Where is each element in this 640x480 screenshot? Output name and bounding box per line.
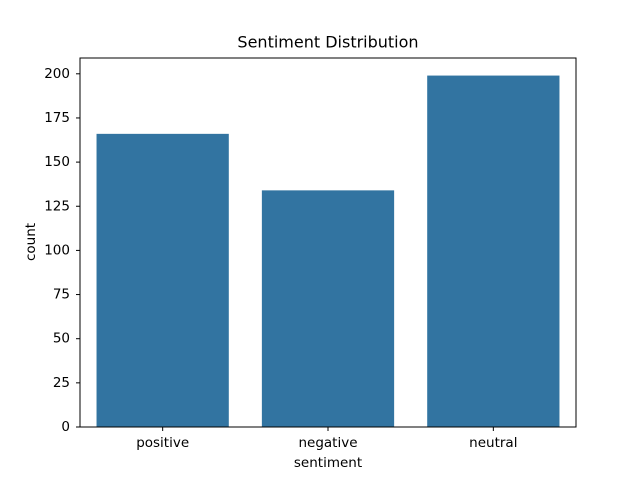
y-tick-label: 200 — [44, 66, 70, 82]
x-tick-label: neutral — [469, 435, 517, 451]
y-axis-label: count — [23, 223, 39, 261]
x-tick-label: negative — [298, 435, 357, 451]
bar — [261, 190, 395, 427]
x-tick-label: positive — [136, 435, 189, 451]
bar — [427, 75, 560, 428]
plot-frame — [79, 57, 577, 428]
x-axis-label: sentiment — [294, 455, 362, 471]
y-tick-label: 125 — [44, 198, 70, 214]
y-tick-label: 150 — [44, 154, 70, 170]
y-tick-label: 75 — [53, 287, 70, 303]
y-tick-label: 0 — [61, 419, 70, 435]
bar — [96, 133, 229, 428]
y-tick-label: 25 — [53, 375, 70, 391]
y-tick-label: 50 — [53, 331, 70, 347]
y-tick-label: 100 — [44, 242, 70, 258]
y-tick-label: 175 — [44, 110, 70, 126]
chart-title: Sentiment Distribution — [237, 33, 418, 52]
